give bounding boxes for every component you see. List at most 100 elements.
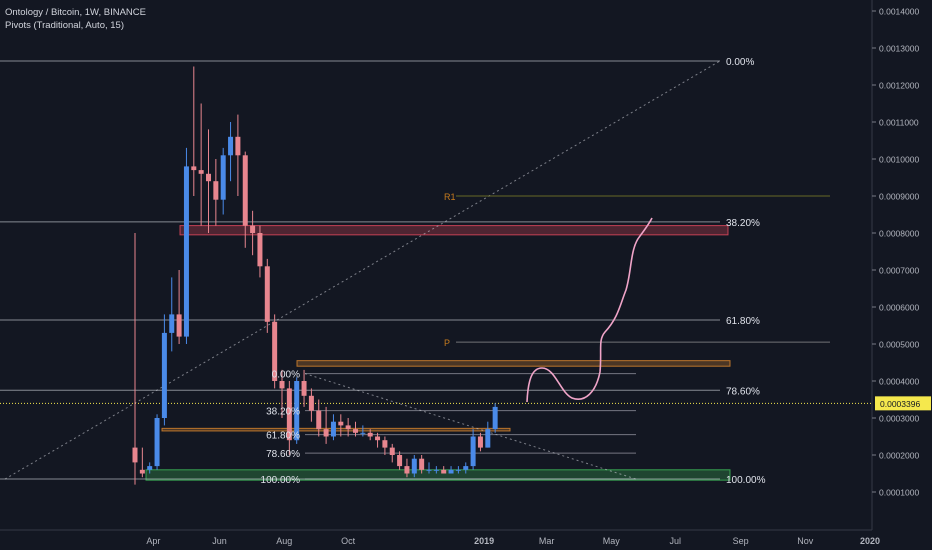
candles-layer: [132, 66, 498, 485]
time-tick-label: Oct: [341, 536, 356, 546]
candle-body: [301, 381, 307, 396]
time-tick-label: Aug: [276, 536, 292, 546]
zone-orange-support: [161, 427, 511, 432]
price-tick-label: 0.0005000: [879, 340, 919, 350]
fib-small-label: 38.20%: [266, 407, 300, 418]
drawings-layer: [526, 217, 653, 403]
price-tick-label: 0.0009000: [879, 192, 919, 202]
candle-body: [448, 469, 454, 474]
fib-large-label: 100.00%: [726, 475, 766, 486]
candle-body: [426, 469, 432, 471]
candle-body: [139, 469, 145, 474]
candle-body: [455, 469, 461, 471]
candle-body: [286, 388, 292, 441]
symbol-title[interactable]: Ontology / Bitcoin, 1W, BINANCE: [5, 7, 146, 18]
candle-body: [360, 432, 366, 434]
candle-body: [257, 233, 263, 267]
candle-body: [463, 466, 469, 470]
zone-orange-resistance: [296, 360, 731, 367]
candle-body: [279, 381, 285, 389]
price-tick-label: 0.0006000: [879, 303, 919, 313]
fib-large-label: 38.20%: [726, 218, 760, 229]
candle-body: [330, 421, 336, 437]
candle-body: [433, 469, 439, 471]
candle-body: [161, 332, 167, 418]
fib-large-label: 61.80%: [726, 316, 760, 327]
candle-body: [176, 314, 182, 337]
candle-body: [308, 395, 314, 411]
candle-body: [242, 155, 248, 226]
candle-body: [264, 266, 270, 322]
candle-body: [132, 447, 138, 463]
candle-body: [235, 136, 241, 156]
current-price-label: 0.0003396: [880, 399, 920, 409]
fib-large-label: 78.60%: [726, 386, 760, 397]
time-tick-label: Jul: [669, 536, 681, 546]
candle-body: [375, 436, 381, 441]
time-tick-label: Nov: [797, 536, 814, 546]
fib-large-trendline: [4, 60, 721, 480]
pivot-label: P: [444, 338, 450, 348]
candle-body: [382, 440, 388, 448]
pivot-label: R1: [444, 192, 456, 202]
price-tick-label: 0.0007000: [879, 266, 919, 276]
price-tick-label: 0.0012000: [879, 81, 919, 91]
candle-body: [250, 225, 256, 233]
candle-body: [345, 425, 351, 430]
price-tick-label: 0.0001000: [879, 488, 919, 498]
candle-body: [169, 314, 175, 333]
projection-drawing: [526, 217, 653, 403]
candle-body: [353, 429, 358, 433]
candle-body: [470, 436, 476, 467]
candle-body: [338, 421, 344, 426]
fib-small-label: 0.00%: [272, 370, 300, 381]
price-tick-label: 0.0002000: [879, 451, 919, 461]
time-tick-label: Apr: [146, 536, 160, 546]
candle-body: [147, 466, 153, 470]
time-tick-label: May: [603, 536, 621, 546]
candle-body: [213, 181, 219, 200]
fib-small-label: 100.00%: [261, 475, 301, 486]
time-tick-label: 2019: [474, 536, 494, 546]
candle-body: [411, 458, 417, 474]
time-tick-label: Jun: [212, 536, 227, 546]
time-tick-label: 2020: [860, 536, 880, 546]
time-tick-label: Sep: [733, 536, 749, 546]
fib-small-label: 61.80%: [266, 431, 300, 442]
candle-body: [154, 418, 160, 467]
candle-body: [272, 321, 278, 381]
candle-body: [206, 173, 211, 182]
candle-body: [367, 432, 373, 437]
candle-body: [183, 166, 189, 337]
price-tick-label: 0.0004000: [879, 377, 919, 387]
candle-body: [323, 429, 329, 437]
fib-lines-layer: [0, 60, 872, 480]
price-tick-label: 0.0003000: [879, 414, 919, 424]
candle-body: [220, 155, 226, 200]
candle-body: [294, 381, 300, 441]
candle-body: [397, 455, 403, 467]
candle-body: [191, 166, 197, 171]
current-price-tag: [875, 396, 931, 411]
candle-body: [404, 466, 410, 474]
candle-body: [441, 469, 447, 474]
zone-red-resistance: [179, 225, 729, 236]
time-tick-label: Mar: [539, 536, 555, 546]
chart-legend: Ontology / Bitcoin, 1W, BINANCE Pivots (…: [5, 6, 146, 32]
fib-large-label: 0.00%: [726, 57, 754, 68]
zones-layer: [145, 225, 731, 481]
candle-body: [485, 429, 491, 448]
price-tick-label: 0.0014000: [879, 7, 919, 17]
candle-body: [419, 458, 425, 470]
indicator-title[interactable]: Pivots (Traditional, Auto, 15): [5, 20, 124, 31]
price-tick-label: 0.0010000: [879, 155, 919, 165]
candle-body: [316, 410, 322, 430]
price-tick-label: 0.0013000: [879, 44, 919, 54]
price-tick-label: 0.0011000: [879, 118, 919, 128]
candle-body: [492, 406, 498, 430]
price-tick-label: 0.0008000: [879, 229, 919, 239]
candle-body: [228, 136, 234, 156]
fib-small-label: 78.60%: [266, 449, 300, 460]
